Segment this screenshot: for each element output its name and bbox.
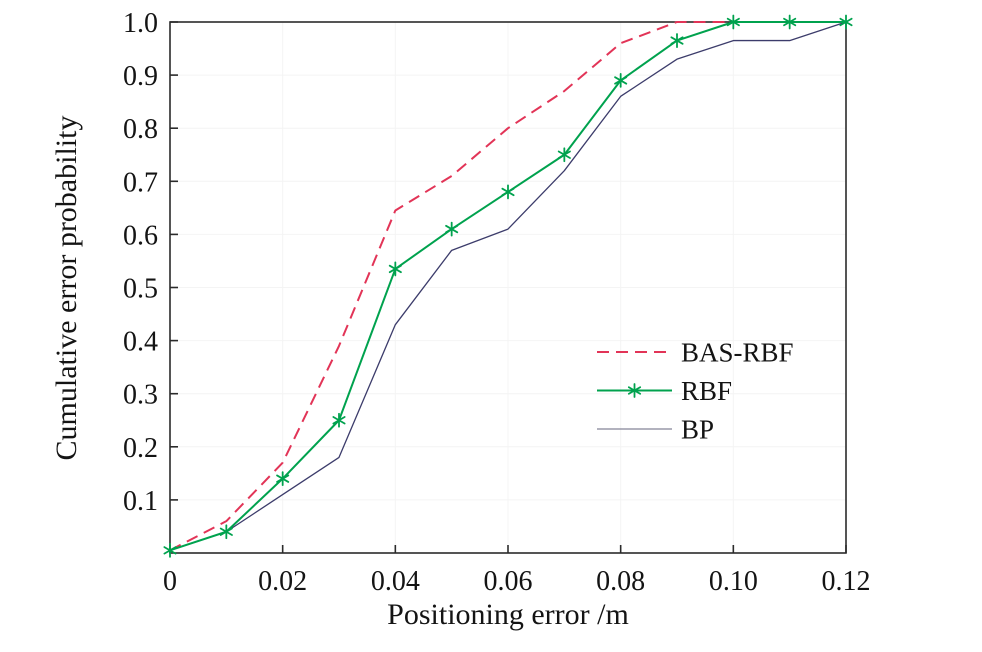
y-tick-label: 0.9: [123, 61, 158, 92]
x-tick-label: 0.12: [822, 566, 871, 597]
asterisk-marker: [388, 261, 402, 277]
gridlines: [170, 22, 846, 553]
asterisk-marker: [501, 184, 515, 200]
y-tick-label: 0.6: [123, 220, 158, 251]
y-tick-label: 0.4: [123, 327, 158, 358]
data-series: [163, 14, 853, 558]
legend: BAS-RBF RBF BP: [597, 338, 794, 445]
x-tick-label: 0.02: [258, 566, 307, 597]
legend-label: BAS-RBF: [681, 338, 794, 368]
asterisk-marker: [670, 33, 684, 48]
asterisk-marker: [332, 412, 346, 428]
asterisk-marker: [445, 221, 459, 237]
x-tick-label: 0.08: [596, 566, 645, 597]
y-tick-label: 0.7: [123, 167, 158, 198]
asterisk-marker: [276, 471, 290, 487]
asterisk-marker: [783, 14, 797, 30]
y-tick-label: 1.0: [123, 8, 158, 39]
asterisk-marker: [839, 14, 853, 30]
axis-ticks: 0 0.02 0.04 0.06 0.08 0.10 0.12 0.1 0.2 0.3 0.4 0.5…: [123, 8, 871, 597]
x-tick-label: 0.10: [709, 566, 758, 597]
y-tick-label: 0.8: [123, 114, 158, 145]
asterisk-marker: [163, 542, 177, 558]
legend-label: RBF: [681, 376, 732, 406]
plot-border: [169, 21, 847, 554]
x-axis-label: Positioning error /m: [387, 598, 629, 631]
asterisk-marker: [557, 147, 571, 163]
x-tick-label: 0: [163, 566, 177, 597]
legend-item-bas-rbf: BAS-RBF: [597, 338, 794, 368]
y-tick-label: 0.2: [123, 433, 158, 464]
legend-item-rbf: RBF: [597, 376, 732, 406]
asterisk-marker: [614, 73, 628, 88]
y-tick-label: 0.1: [123, 486, 158, 517]
y-tick-label: 0.5: [123, 274, 158, 305]
y-axis-label: Cumulative error probability: [50, 116, 83, 461]
series-line-bp: [169, 21, 847, 551]
legend-label: BP: [681, 415, 714, 445]
legend-item-bp: BP: [597, 415, 714, 445]
x-tick-label: 0.04: [371, 566, 420, 597]
asterisk-marker: [219, 524, 233, 540]
axis-labels: Positioning error /m Cumulative error pr…: [50, 116, 629, 631]
asterisk-marker: [726, 14, 740, 30]
x-tick-label: 0.06: [484, 566, 533, 597]
asterisk-marker: [627, 383, 642, 398]
y-tick-label: 0.3: [123, 380, 158, 411]
